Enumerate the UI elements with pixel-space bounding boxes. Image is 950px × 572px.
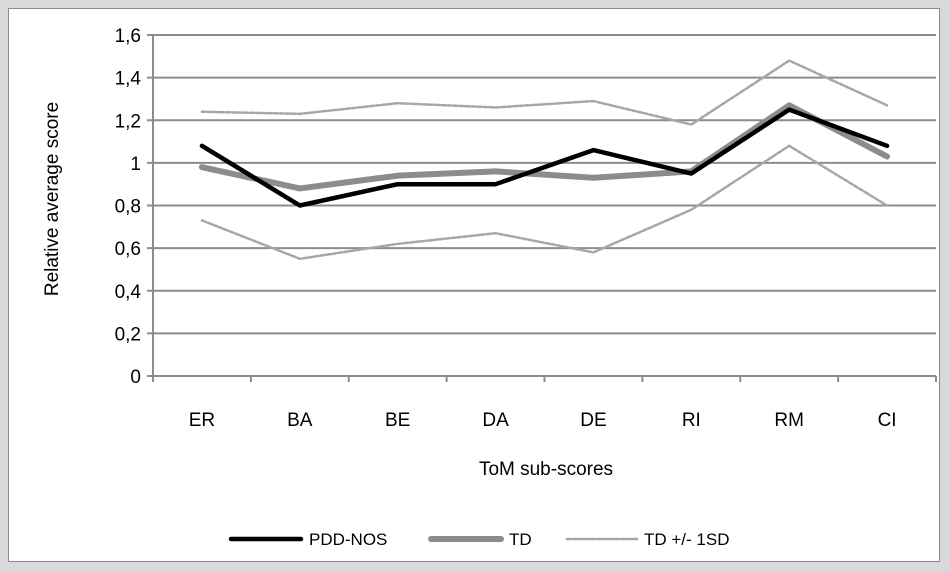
y-tick-label: 0,2 (115, 324, 141, 345)
series-line-td (198, 102, 891, 192)
y-tick-label: 1,4 (115, 69, 142, 90)
chart-frame: 0 0,2 0,4 0,6 0,8 1 1,2 1,4 1,6 ER BA BE DA DE RI RM CI… (8, 8, 940, 562)
y-tick-label: 0 (130, 367, 141, 388)
x-tick-label: BA (287, 410, 313, 431)
y-axis-title: Relative average score (42, 102, 63, 296)
y-tick-label: 1,2 (115, 111, 141, 132)
legend-label: TD (509, 530, 532, 549)
x-axis-title: ToM sub-scores (479, 459, 613, 480)
y-tick-label: 0,4 (115, 282, 142, 303)
y-tick-label: 0,6 (115, 239, 141, 260)
x-tick-label: BE (385, 410, 410, 431)
x-tick-label: RI (682, 410, 701, 431)
x-tick-label: DA (482, 410, 509, 431)
line-chart: 0 0,2 0,4 0,6 0,8 1 1,2 1,4 1,6 ER BA BE DA DE RI RM CI… (42, 26, 937, 549)
axes (147, 34, 937, 382)
series-lines (198, 59, 891, 261)
x-tick-label: DE (580, 410, 606, 431)
y-tick-label: 0,8 (115, 197, 141, 218)
series-line-pdd-nos (199, 107, 890, 208)
series-line-td-1sd (200, 59, 889, 126)
x-tick-labels: ER BA BE DA DE RI RM CI (189, 410, 897, 431)
x-tick-label: CI (878, 410, 897, 431)
y-tick-label: 1 (130, 154, 141, 175)
y-tick-labels: 0 0,2 0,4 0,6 0,8 1 1,2 1,4 1,6 (115, 26, 142, 388)
x-tick-label: RM (774, 410, 804, 431)
legend-label: PDD-NOS (309, 530, 387, 549)
series-line-td-1sd (200, 144, 889, 261)
legend-label: TD +/- 1SD (644, 530, 730, 549)
y-tick-label: 1,6 (115, 26, 141, 47)
x-tick-label: ER (189, 410, 215, 431)
legend: PDD-NOS TD TD +/- 1SD (228, 530, 730, 549)
grid-lines (153, 34, 936, 335)
